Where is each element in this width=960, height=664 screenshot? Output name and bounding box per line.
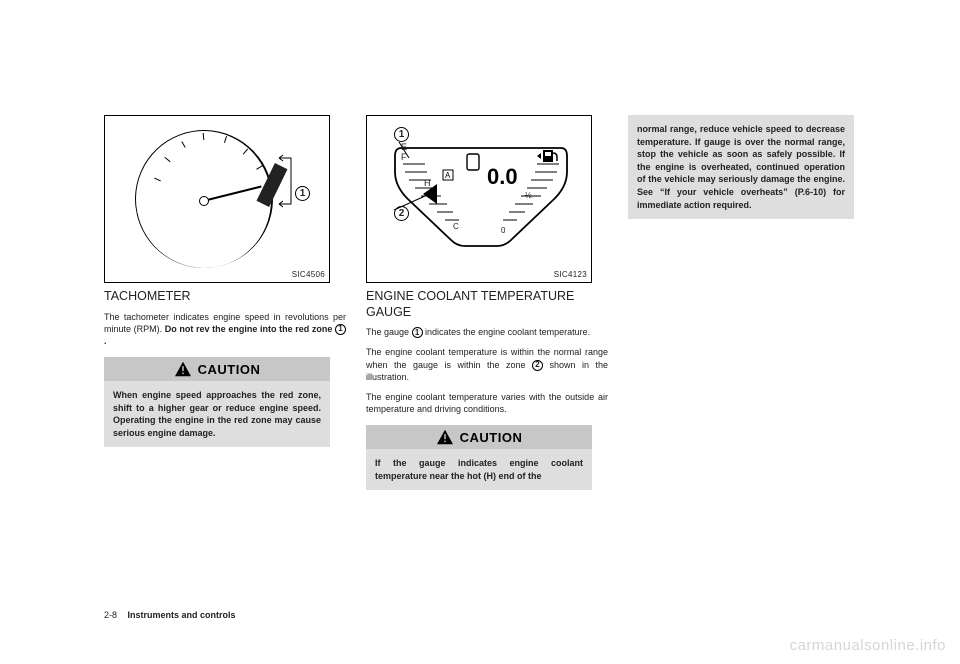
gauge-label-c: C (453, 222, 459, 231)
text: The gauge (366, 327, 412, 337)
caution-continuation: normal range, reduce vehicle speed to de… (628, 115, 854, 219)
figure-id: SIC4123 (554, 270, 587, 279)
svg-text:A: A (445, 171, 451, 180)
coolant-para-3: The engine coolant temperature varies wi… (366, 391, 608, 415)
caution-header: CAUTION (366, 425, 592, 449)
caution-label: CAUTION (460, 430, 523, 445)
callout-1-inline-icon: 1 (412, 327, 423, 338)
column-2: 1 2 (366, 115, 608, 490)
warning-triangle-icon (174, 361, 192, 377)
tachometer-paragraph: The tachometer indicates engine speed in… (104, 311, 346, 347)
caution-header: CAUTION (104, 357, 330, 381)
coolant-heading: ENGINE COOLANT TEMPERATURE GAUGE (366, 289, 608, 320)
tachometer-drawing: 1 (105, 116, 329, 282)
caution-body-2: If the gauge indicates engine coolant te… (366, 449, 592, 490)
manual-page: 1 SIC4506 TACHOMETER The tachometer indi… (0, 0, 960, 664)
coolant-gauge-figure: 1 2 (366, 115, 592, 283)
gauge-label-half: ½ (525, 191, 532, 200)
gauge-outline: 0.0 A (391, 142, 571, 252)
coolant-para-2: The engine coolant temperature is within… (366, 346, 608, 382)
svg-text:0.0: 0.0 (487, 164, 518, 189)
callout-2-inline-icon: 2 (532, 360, 543, 371)
gauge-label-h: H (424, 178, 431, 188)
gauge-label-0: 0 (501, 226, 505, 235)
red-zone-bracket (277, 152, 305, 212)
column-1: 1 SIC4506 TACHOMETER The tachometer indi… (104, 115, 346, 490)
column-3: normal range, reduce vehicle speed to de… (628, 115, 870, 490)
gauge-label-f: F (401, 152, 407, 162)
coolant-para-1: The gauge 1 indicates the engine coolant… (366, 326, 608, 338)
three-column-layout: 1 SIC4506 TACHOMETER The tachometer indi… (104, 115, 870, 490)
tachometer-figure: 1 SIC4506 (104, 115, 330, 283)
gauge-drawing: 1 2 (367, 116, 591, 282)
page-footer: 2-8 Instruments and controls (104, 610, 236, 620)
caution-label: CAUTION (198, 362, 261, 377)
tachometer-heading: TACHOMETER (104, 289, 346, 305)
callout-1-inline-icon: 1 (335, 324, 346, 335)
figure-id: SIC4506 (292, 270, 325, 279)
watermark: carmanualsonline.info (790, 637, 946, 654)
caution-block-2: CAUTION If the gauge indicates engine co… (366, 425, 592, 490)
bold-text: Do not rev the engine into the red zone (165, 324, 335, 334)
callout-1-icon: 1 (295, 186, 310, 201)
tach-hub (199, 196, 209, 206)
gauge-label-e: E (401, 142, 407, 152)
chapter-title: Instruments and controls (128, 610, 236, 620)
caution-body-1: When engine speed approaches the red zon… (104, 381, 330, 447)
bold-period: . (104, 336, 107, 346)
page-number: 2-8 (104, 610, 117, 620)
callout-1-icon: 1 (394, 127, 409, 142)
text: indicates the engine coolant temperature… (423, 327, 591, 337)
warning-triangle-icon (436, 429, 454, 445)
caution-block-1: CAUTION When engine speed approaches the… (104, 357, 330, 447)
